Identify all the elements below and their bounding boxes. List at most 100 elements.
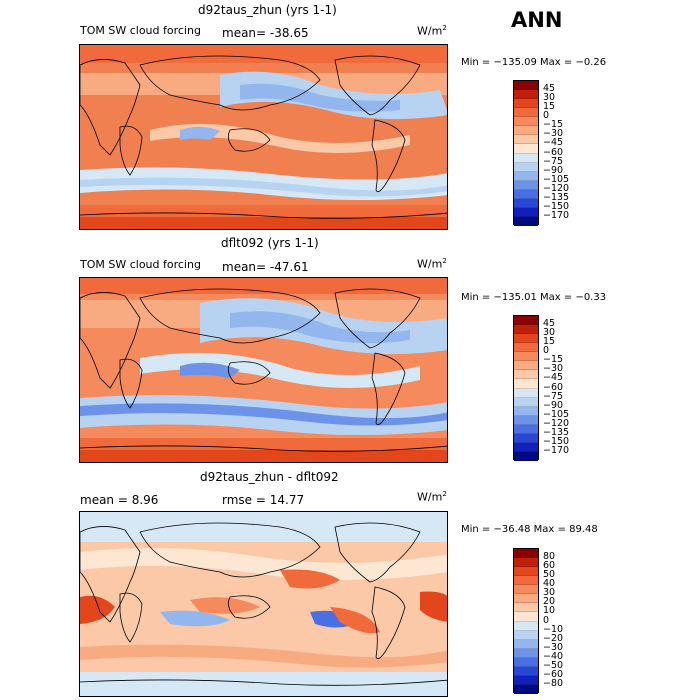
- colorbar-label: −105: [543, 173, 570, 185]
- colorbar-label: 45: [543, 83, 556, 95]
- panel-1-colorbar: [513, 80, 539, 226]
- colorbar-swatch: [514, 567, 538, 577]
- colorbar-swatch: [514, 415, 538, 425]
- colorbar-label: 15: [543, 101, 556, 113]
- colorbar-swatch: [514, 397, 538, 407]
- colorbar-label: −50: [543, 659, 564, 671]
- colorbar-swatch: [514, 189, 538, 199]
- colorbar-swatch: [514, 666, 538, 676]
- colorbar-swatch: [514, 424, 538, 434]
- colorbar-label: 60: [543, 560, 556, 572]
- colorbar-label: 50: [543, 569, 556, 581]
- panel-3-rmse: rmse = 14.77: [222, 493, 305, 507]
- panel-1-mean: mean= -38.65: [222, 26, 309, 40]
- colorbar-label: −30: [543, 128, 564, 140]
- colorbar-swatch: [514, 451, 538, 461]
- colorbar-swatch: [514, 316, 538, 326]
- colorbar-swatch: [514, 171, 538, 181]
- colorbar-swatch: [514, 343, 538, 353]
- panel-3-colorbar: [513, 548, 539, 694]
- colorbar-label: −60: [543, 146, 564, 158]
- panel-2-minmax: Min = −135.01 Max = −0.33: [461, 292, 607, 303]
- colorbar-swatch: [514, 144, 538, 154]
- colorbar-label: −75: [543, 390, 564, 402]
- colorbar-swatch: [514, 603, 538, 613]
- panel-1-variable: TOM SW cloud forcing: [80, 24, 201, 37]
- colorbar-swatch: [514, 108, 538, 118]
- panel-3-minmax: Min = −36.48 Max = 89.48: [461, 524, 598, 535]
- colorbar-label: 30: [543, 92, 556, 104]
- colorbar-swatch: [514, 207, 538, 217]
- colorbar-label: −90: [543, 164, 564, 176]
- colorbar-label: 0: [543, 614, 550, 626]
- colorbar-swatch: [514, 594, 538, 604]
- colorbar-label: −105: [543, 408, 570, 420]
- colorbar-swatch: [514, 630, 538, 640]
- colorbar-swatch: [514, 585, 538, 595]
- panel-1-map-canvas: [80, 45, 447, 229]
- colorbar-swatch: [514, 198, 538, 208]
- colorbar-label: −30: [543, 363, 564, 375]
- panel-3-map-canvas: [80, 512, 447, 696]
- colorbar-label: 80: [543, 551, 556, 563]
- colorbar-swatch: [514, 388, 538, 398]
- colorbar-label: −90: [543, 399, 564, 411]
- panel-1-title: d92taus_zhun (yrs 1-1): [198, 3, 337, 17]
- panel-2-colorbar: [513, 315, 539, 461]
- colorbar-swatch: [514, 352, 538, 362]
- colorbar-swatch: [514, 684, 538, 694]
- panel-2-map-canvas: [80, 278, 447, 462]
- colorbar-label: −75: [543, 155, 564, 167]
- colorbar-swatch: [514, 433, 538, 443]
- colorbar-label: −60: [543, 668, 564, 680]
- colorbar-label: −45: [543, 372, 564, 384]
- colorbar-label: 0: [543, 110, 550, 122]
- colorbar-label: 30: [543, 327, 556, 339]
- colorbar-label: −40: [543, 650, 564, 662]
- colorbar-label: −135: [543, 191, 570, 203]
- colorbar-swatch: [514, 117, 538, 127]
- colorbar-swatch: [514, 379, 538, 389]
- panel-1-units: W/m2: [417, 24, 447, 38]
- colorbar-swatch: [514, 442, 538, 452]
- panel-3-mean: mean = 8.96: [80, 493, 159, 507]
- panel-1-map: [79, 44, 448, 230]
- colorbar-swatch: [514, 90, 538, 100]
- colorbar-swatch: [514, 361, 538, 371]
- colorbar-swatch: [514, 675, 538, 685]
- panel-2-map: [79, 277, 448, 463]
- panel-3-map: [79, 511, 448, 697]
- colorbar-swatch: [514, 180, 538, 190]
- colorbar-label: −15: [543, 354, 564, 366]
- colorbar-label: 0: [543, 345, 550, 357]
- colorbar-label: −60: [543, 381, 564, 393]
- colorbar-swatch: [514, 99, 538, 109]
- colorbar-label: −10: [543, 623, 564, 635]
- colorbar-swatch: [514, 549, 538, 559]
- colorbar-label: −170: [543, 209, 570, 221]
- colorbar-label: −45: [543, 137, 564, 149]
- colorbar-swatch: [514, 406, 538, 416]
- colorbar-label: 40: [543, 578, 556, 590]
- colorbar-swatch: [514, 216, 538, 226]
- colorbar-swatch: [514, 621, 538, 631]
- panel-2-units: W/m2: [417, 257, 447, 271]
- panel-2-variable: TOM SW cloud forcing: [80, 258, 201, 271]
- panel-2-title: dflt092 (yrs 1-1): [221, 236, 319, 250]
- colorbar-label: −170: [543, 444, 570, 456]
- panel-3-units: W/m2: [417, 490, 447, 504]
- colorbar-swatch: [514, 657, 538, 667]
- panel-3-title: d92taus_zhun - dflt092: [200, 470, 339, 484]
- colorbar-label: −20: [543, 632, 564, 644]
- colorbar-label: −150: [543, 200, 570, 212]
- colorbar-label: 10: [543, 605, 556, 617]
- colorbar-swatch: [514, 153, 538, 163]
- colorbar-swatch: [514, 334, 538, 344]
- colorbar-swatch: [514, 162, 538, 172]
- colorbar-label: −120: [543, 182, 570, 194]
- panel-2-mean: mean= -47.61: [222, 260, 309, 274]
- panel-1-minmax: Min = −135.09 Max = −0.26: [461, 57, 607, 68]
- colorbar-swatch: [514, 126, 538, 136]
- colorbar-label: 15: [543, 336, 556, 348]
- colorbar-label: −30: [543, 641, 564, 653]
